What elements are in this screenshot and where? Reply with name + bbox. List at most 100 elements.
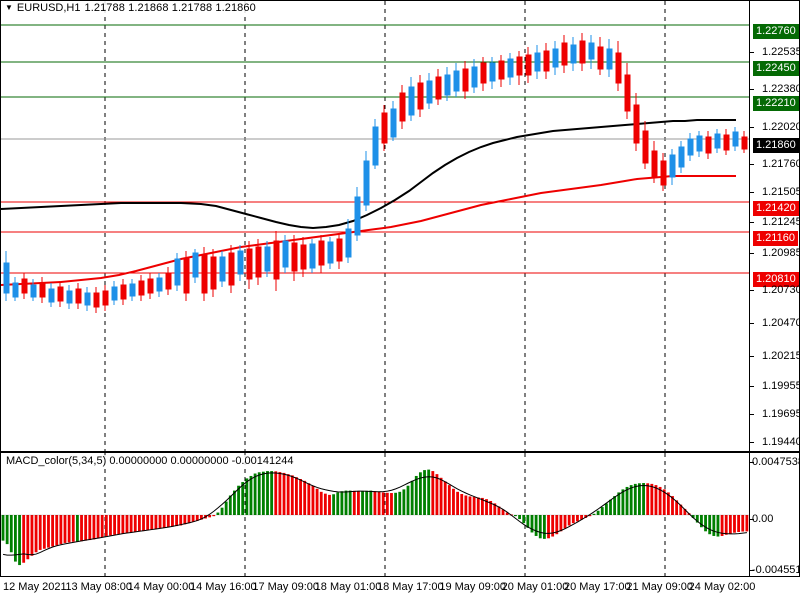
macd-bar (733, 515, 736, 533)
macd-bar (142, 515, 145, 531)
macd-bar (695, 515, 699, 523)
macd-bar (191, 515, 195, 522)
macd-bar (592, 513, 596, 515)
chevron-down-icon[interactable]: ▼ (5, 3, 13, 12)
macd-bar (559, 515, 563, 532)
macd-bar (377, 491, 381, 515)
macd-bar (92, 515, 96, 540)
price-axis-label: 1.19440 (762, 436, 800, 448)
macd-bar (381, 492, 385, 515)
macd-bar (447, 485, 451, 515)
time-axis-label: 12 May 2021 (3, 581, 67, 593)
moving-average-fast (1, 175, 736, 286)
macd-axis-label: -0.0045514 (752, 564, 800, 576)
macd-bar (47, 515, 50, 548)
price-level-badge[interactable]: 1.22450 (753, 61, 799, 76)
current-price-badge[interactable]: 1.21860 (753, 138, 799, 153)
macd-bar (348, 490, 352, 515)
macd-bar (274, 471, 278, 515)
macd-bar (59, 515, 63, 545)
macd-bar (137, 515, 141, 532)
macd-signal-line (2, 472, 747, 556)
macd-bar (158, 515, 162, 529)
macd-bar (51, 515, 55, 547)
macd-indicator-label: MACD_color(5,34,5) 0.00000000 0.00000000… (5, 455, 295, 469)
price-axis-tick (750, 164, 754, 165)
time-axis-label: 21 May 09:00 (626, 581, 693, 593)
macd-bar (303, 480, 307, 515)
macd-bar (216, 512, 220, 515)
macd-bar (547, 515, 550, 539)
macd-bar (638, 483, 641, 515)
macd-plot-area[interactable] (1, 453, 749, 576)
macd-bar (675, 500, 679, 515)
price-axis-tick (750, 386, 754, 387)
time-axis-label: 14 May 00:00 (127, 581, 195, 593)
price-level-badge[interactable]: 1.22210 (753, 96, 799, 111)
macd-bar (22, 515, 26, 563)
macd-bar (580, 515, 583, 520)
price-axis-label: 1.22380 (762, 83, 800, 95)
macd-bar (600, 507, 604, 515)
macd-bar (646, 483, 650, 515)
price-axis-tick (750, 323, 754, 324)
price-axis-label: 1.22535 (762, 46, 800, 58)
symbol-header[interactable]: ▼ EURUSD,H1 1.21788 1.21868 1.21788 1.21… (3, 1, 258, 15)
macd-bar (55, 515, 59, 546)
macd-bar (26, 515, 30, 560)
macd-bar (100, 515, 104, 538)
macd-bar (175, 515, 178, 527)
macd-bar (480, 497, 484, 515)
macd-bar (724, 515, 728, 535)
macd-bar (435, 474, 439, 515)
macd-bar (501, 509, 505, 515)
time-axis-label: 13 May 08:00 (65, 581, 132, 593)
macd-bar (340, 491, 344, 515)
macd-bar (311, 485, 315, 515)
macd-bar (1, 515, 5, 541)
macd-bar (427, 469, 431, 515)
macd-bar (402, 489, 406, 515)
time-axis-label: 14 May 16:00 (190, 581, 257, 593)
time-axis[interactable] (0, 577, 800, 600)
price-level-badge[interactable]: 1.21160 (753, 231, 798, 246)
macd-bar (286, 474, 290, 515)
macd-bar (84, 515, 88, 541)
macd-bar (208, 515, 212, 518)
macd-bar (712, 515, 716, 536)
macd-bar (629, 485, 633, 515)
price-axis-divider (749, 0, 750, 452)
macd-bar (199, 515, 203, 520)
macd-bar (485, 499, 488, 515)
macd-bar (162, 515, 166, 528)
macd-bar (414, 475, 418, 515)
macd-bar (42, 515, 46, 549)
macd-bar (212, 515, 216, 517)
price-plot-area[interactable] (1, 1, 749, 451)
macd-bar (261, 471, 265, 515)
macd-bar (658, 486, 662, 515)
macd-bar (5, 515, 9, 545)
macd-bar (88, 515, 92, 541)
ohlc-values: 1.21788 1.21868 1.21788 1.21860 (84, 2, 256, 14)
macd-bar (390, 493, 393, 515)
price-level-badge[interactable]: 1.22760 (753, 24, 799, 39)
price-axis-label: 1.20730 (762, 284, 800, 296)
macd-bar (460, 494, 464, 515)
macd-bar (278, 472, 282, 515)
macd-bar (576, 515, 579, 522)
macd-bar (295, 477, 298, 515)
macd-bar (166, 515, 170, 528)
macd-bar (613, 496, 617, 515)
macd-bar (522, 515, 526, 524)
price-level-badge[interactable]: 1.20810 (753, 272, 799, 287)
macd-bar (530, 515, 534, 533)
macd-bar (493, 503, 497, 515)
time-axis-label: 18 May 17:00 (377, 581, 444, 593)
time-axis-label: 20 May 17:00 (564, 581, 631, 593)
macd-bar (476, 497, 480, 515)
price-level-badge[interactable]: 1.21420 (753, 201, 799, 216)
macd-bar (80, 515, 83, 542)
macd-bar (563, 515, 567, 529)
macd-bar (596, 510, 600, 515)
